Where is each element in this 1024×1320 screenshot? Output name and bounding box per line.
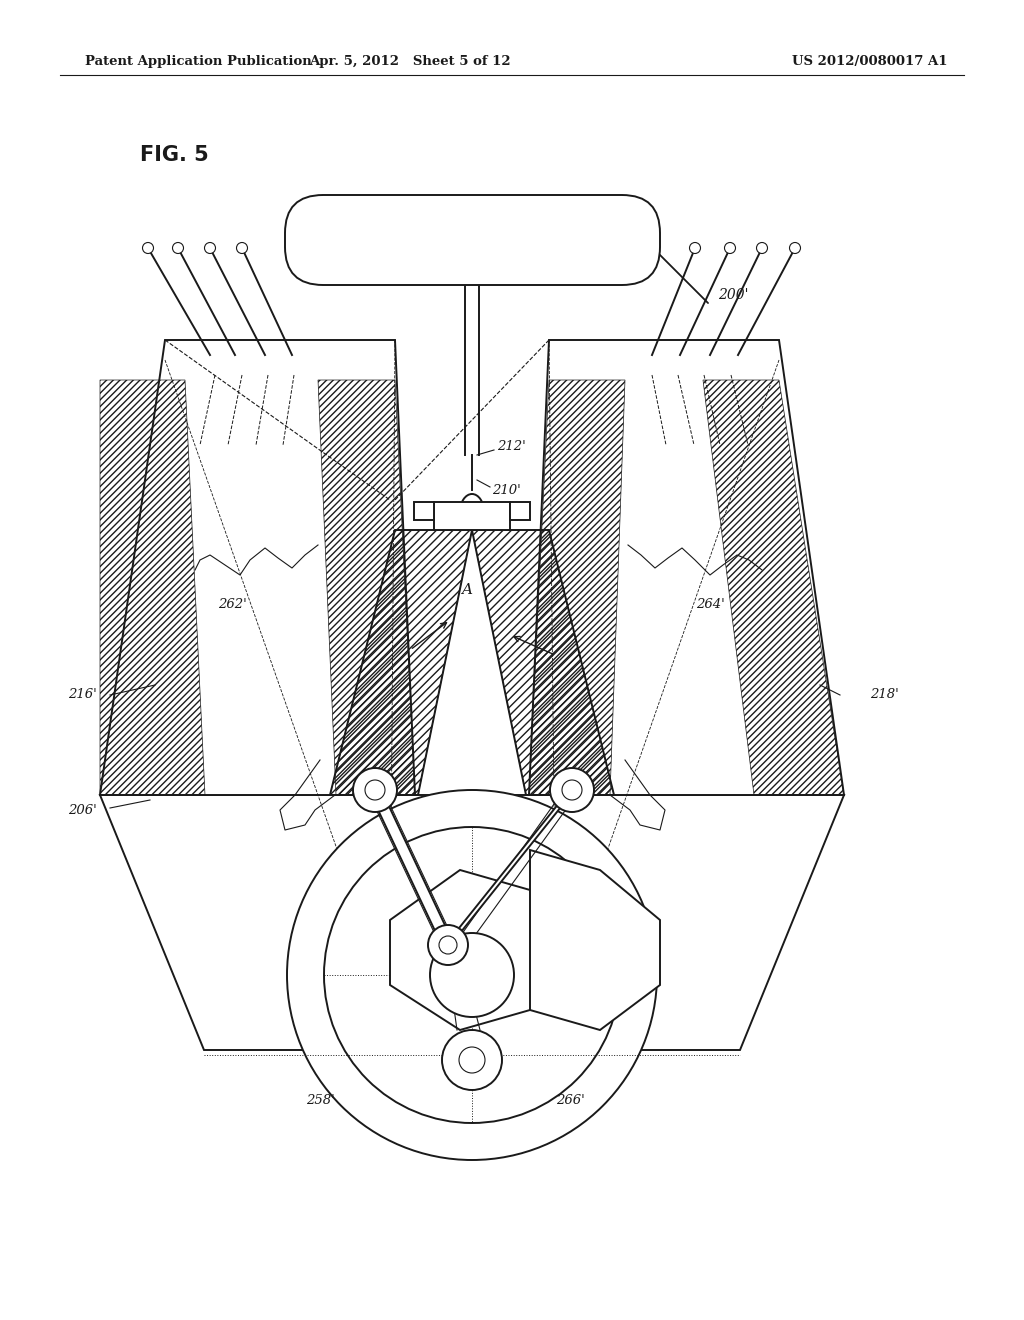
- Text: Patent Application Publication: Patent Application Publication: [85, 55, 311, 69]
- Polygon shape: [100, 795, 844, 1049]
- Circle shape: [142, 243, 154, 253]
- Bar: [414, 502, 434, 520]
- Circle shape: [442, 1030, 502, 1090]
- Bar: [510, 502, 530, 520]
- Polygon shape: [530, 850, 660, 1030]
- Circle shape: [725, 243, 735, 253]
- Ellipse shape: [460, 494, 484, 531]
- Circle shape: [237, 243, 248, 253]
- Text: 218': 218': [870, 689, 899, 701]
- Circle shape: [430, 933, 514, 1016]
- Circle shape: [353, 768, 397, 812]
- Bar: [434, 502, 510, 531]
- Circle shape: [459, 1047, 485, 1073]
- Text: Apr. 5, 2012   Sheet 5 of 12: Apr. 5, 2012 Sheet 5 of 12: [309, 55, 511, 69]
- Circle shape: [439, 936, 457, 954]
- Polygon shape: [390, 870, 555, 1030]
- Circle shape: [365, 780, 385, 800]
- Circle shape: [428, 925, 468, 965]
- Text: 258': 258': [305, 1093, 335, 1106]
- Circle shape: [287, 789, 657, 1160]
- Circle shape: [550, 768, 594, 812]
- Circle shape: [790, 243, 801, 253]
- Text: 216': 216': [68, 689, 96, 701]
- Text: 212': 212': [497, 441, 525, 454]
- Polygon shape: [100, 341, 415, 795]
- Circle shape: [689, 243, 700, 253]
- Text: 266': 266': [556, 1093, 585, 1106]
- Text: 200': 200': [718, 288, 749, 302]
- Text: 210': 210': [492, 483, 521, 496]
- Circle shape: [324, 828, 620, 1123]
- Text: 206': 206': [68, 804, 96, 817]
- Polygon shape: [367, 787, 456, 949]
- Polygon shape: [529, 341, 844, 795]
- Text: A: A: [462, 583, 472, 597]
- Text: 262': 262': [218, 598, 247, 611]
- Circle shape: [172, 243, 183, 253]
- Circle shape: [562, 780, 582, 800]
- Polygon shape: [441, 784, 579, 950]
- FancyBboxPatch shape: [285, 195, 660, 285]
- Text: FIG. 5: FIG. 5: [140, 145, 209, 165]
- Circle shape: [205, 243, 215, 253]
- Text: 264': 264': [695, 598, 724, 611]
- Text: US 2012/0080017 A1: US 2012/0080017 A1: [793, 55, 948, 69]
- Circle shape: [757, 243, 768, 253]
